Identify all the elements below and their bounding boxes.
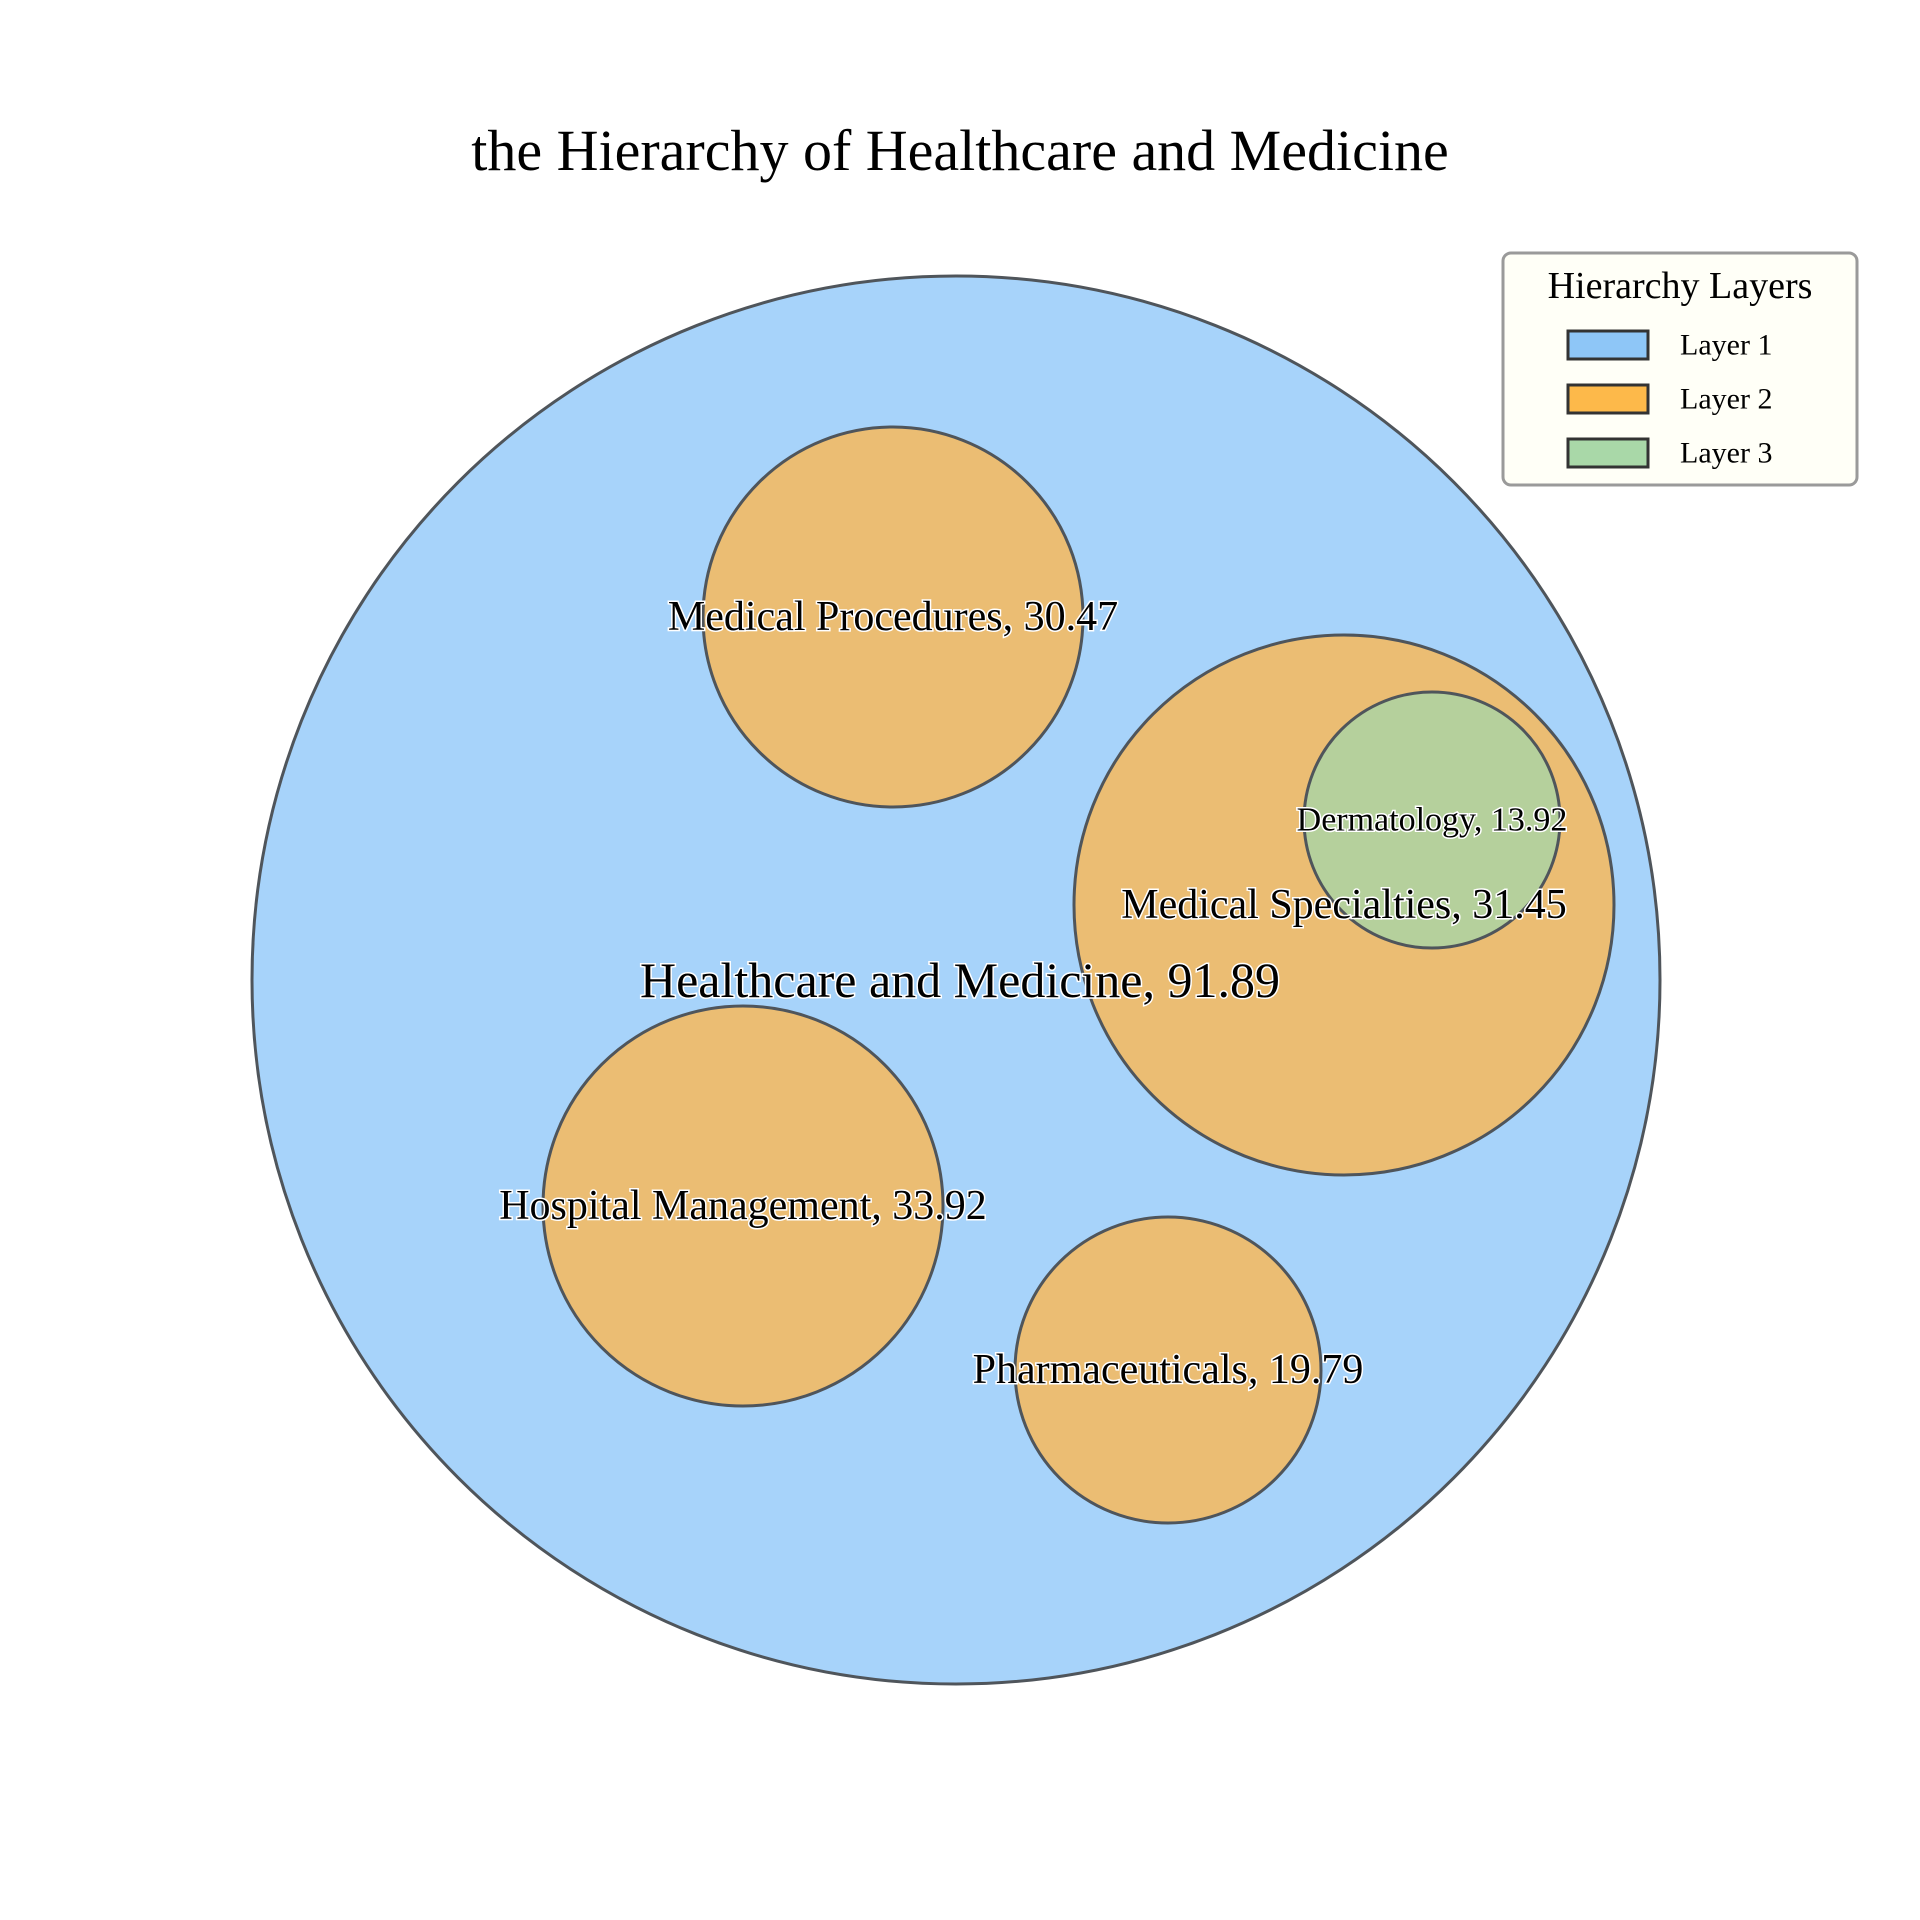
bubble-medical-procedures bbox=[701, 425, 1085, 809]
bubble-pharmaceuticals bbox=[1013, 1215, 1323, 1525]
bubble-dermatology bbox=[1302, 690, 1562, 950]
bubble-label-pharmaceuticals: Pharmaceuticals, 19.79 bbox=[973, 1347, 1364, 1393]
label-group: Healthcare and Medicine, 91.89 Medical Pr… bbox=[498, 593, 1569, 1395]
legend-items: Layer 1 Layer 2 Layer 3 bbox=[1566, 329, 1772, 470]
legend-box bbox=[1501, 251, 1859, 487]
bubble-label-medical-procedures: Medical Procedures, 30.47 bbox=[668, 594, 1118, 640]
legend-label-layer-3: Layer 3 bbox=[1680, 437, 1772, 470]
bubble-label-medical-specialties: Medical Specialties, 31.45 bbox=[1121, 882, 1567, 928]
bubble-label-healthcare-and-medicine: Healthcare and Medicine, 91.89 bbox=[640, 952, 1280, 1008]
legend-swatch-layer-2 bbox=[1566, 383, 1650, 415]
bubble-label-dermatology: Dermatology, 13.92 bbox=[1297, 802, 1568, 839]
bubble-group bbox=[250, 274, 1662, 1686]
bubble-label-hospital-management: Hospital Management, 33.92 bbox=[499, 1183, 987, 1229]
legend-swatch-layer-1 bbox=[1566, 329, 1650, 361]
legend-title: Hierarchy Layers bbox=[1548, 265, 1813, 307]
chart-title: the Hierarchy of Healthcare and Medicine bbox=[471, 118, 1448, 183]
legend-label-layer-2: Layer 2 bbox=[1680, 383, 1772, 416]
legend: Hierarchy Layers Layer 1 Layer 2 Layer 3 bbox=[1501, 251, 1859, 487]
bubble-hospital-management bbox=[541, 1004, 945, 1408]
legend-swatch-layer-3 bbox=[1566, 437, 1650, 469]
legend-label-layer-1: Layer 1 bbox=[1680, 329, 1772, 362]
